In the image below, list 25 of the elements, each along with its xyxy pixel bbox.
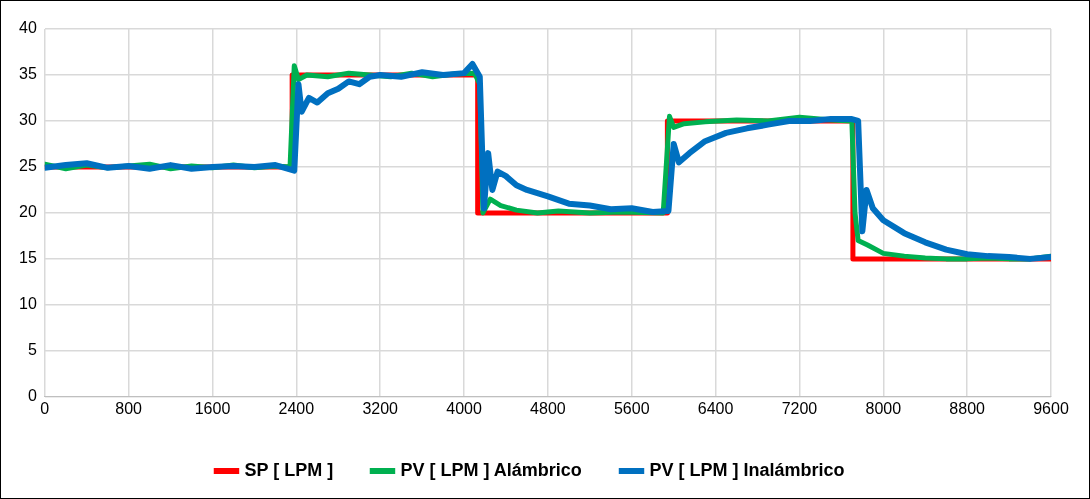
x-tick-label: 4000 [446, 399, 482, 417]
x-tick-label: 9600 [1033, 399, 1069, 417]
x-tick-label: 8800 [949, 399, 986, 417]
y-tick-label: 0 [27, 387, 37, 405]
y-tick-label: 5 [27, 341, 37, 359]
x-tick-label: 3200 [362, 399, 399, 417]
x-tick-label: 800 [115, 399, 143, 417]
y-tick-label: 30 [19, 111, 37, 129]
x-tick-label: 0 [40, 399, 50, 417]
x-tick-label: 7200 [781, 399, 818, 417]
x-tick-label: 2400 [278, 399, 315, 417]
x-tick-label: 4800 [530, 399, 566, 417]
x-tick-label: 1600 [194, 399, 231, 417]
legend-label: SP [ LPM ] [244, 459, 334, 480]
y-tick-label: 10 [19, 295, 37, 313]
y-tick-label: 35 [19, 65, 37, 83]
y-tick-label: 15 [19, 249, 37, 267]
y-tick-label: 20 [19, 203, 37, 221]
legend-label: PV [ LPM ] Inalámbrico [649, 459, 845, 480]
y-tick-label: 25 [19, 157, 37, 175]
legend-label: PV [ LPM ] Alámbrico [400, 459, 582, 480]
y-tick-label: 40 [19, 19, 37, 37]
x-tick-label: 5600 [613, 399, 650, 417]
x-tick-label: 8000 [865, 399, 902, 417]
x-tick-label: 6400 [697, 399, 734, 417]
